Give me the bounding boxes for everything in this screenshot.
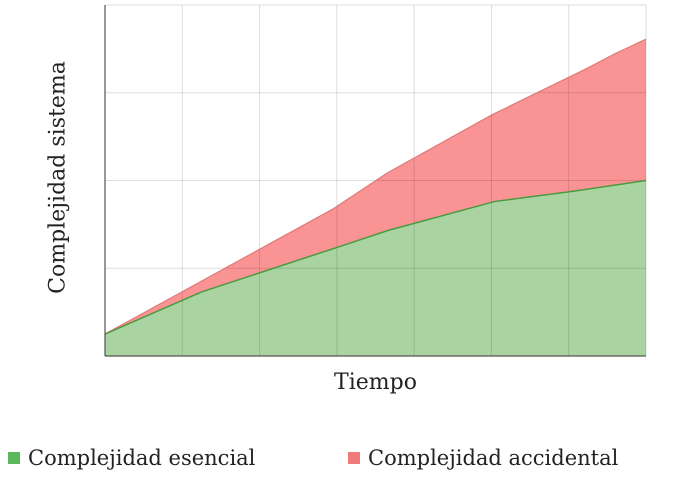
line-esencial: [104, 179, 647, 335]
area-esencial: [105, 180, 646, 356]
legend-label: Complejidad esencial: [28, 446, 256, 470]
legend-label: Complejidad accidental: [368, 446, 619, 470]
y-axis-label: Complejidad sistema: [45, 61, 71, 294]
x-axis-label: Tiempo: [334, 370, 417, 395]
legend-item-esencial: Complejidad esencial: [8, 446, 255, 470]
legend-item-accidental: Complejidad accidental: [348, 446, 618, 470]
line-accidental: [104, 38, 647, 335]
legend-swatch-esencial: [8, 452, 20, 464]
legend-swatch-accidental: [348, 452, 360, 464]
